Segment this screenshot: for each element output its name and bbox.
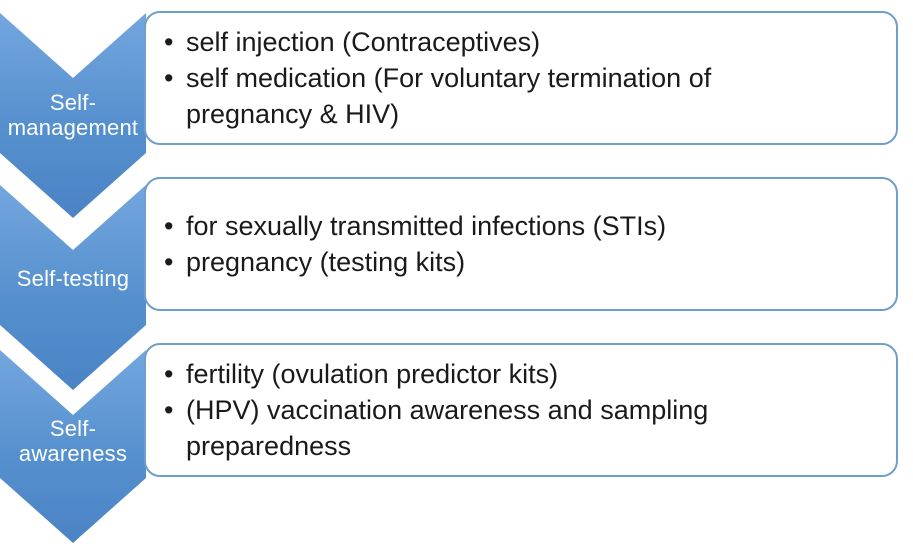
bullet-item: • fertility (ovulation predictor kits) — [164, 356, 856, 392]
chevron-arrows — [0, 13, 146, 543]
content-box-self-management: • self injection (Contraceptives) • self… — [144, 11, 898, 145]
bullet-item: • self injection (Contraceptives) — [164, 24, 856, 60]
chevron-label-self-management: Self- management — [7, 90, 139, 140]
bullet-item: • self medication (For voluntary termina… — [164, 60, 856, 132]
bullet-dot: • — [164, 247, 174, 277]
chevron-label-self-awareness: Self- awareness — [18, 416, 128, 466]
bullet-text: (HPV) vaccination awareness and sampling… — [186, 395, 709, 461]
chevron-self-awareness — [0, 350, 146, 543]
bullet-item: • pregnancy (testing kits) — [164, 244, 856, 280]
bullet-text: fertility (ovulation predictor kits) — [186, 359, 559, 389]
bullet-text: pregnancy (testing kits) — [186, 247, 466, 277]
bullet-text: for sexually transmitted infections (STI… — [186, 211, 667, 241]
bullet-dot: • — [164, 395, 174, 425]
chevron-self-testing — [0, 185, 146, 390]
bullet-dot: • — [164, 27, 174, 57]
content-box-self-testing: • for sexually transmitted infections (S… — [144, 177, 898, 311]
bullet-item: • for sexually transmitted infections (S… — [164, 208, 856, 244]
chevron-label-self-testing: Self-testing — [16, 266, 130, 291]
bullet-dot: • — [164, 211, 174, 241]
bullet-text: self medication (For voluntary terminati… — [186, 63, 712, 129]
chevron-self-management — [0, 13, 146, 218]
bullet-dot: • — [164, 359, 174, 389]
bullet-text: self injection (Contraceptives) — [186, 27, 541, 57]
bullet-item: • (HPV) vaccination awareness and sampli… — [164, 392, 856, 464]
bullet-dot: • — [164, 63, 174, 93]
content-box-self-awareness: • fertility (ovulation predictor kits) •… — [144, 343, 898, 477]
